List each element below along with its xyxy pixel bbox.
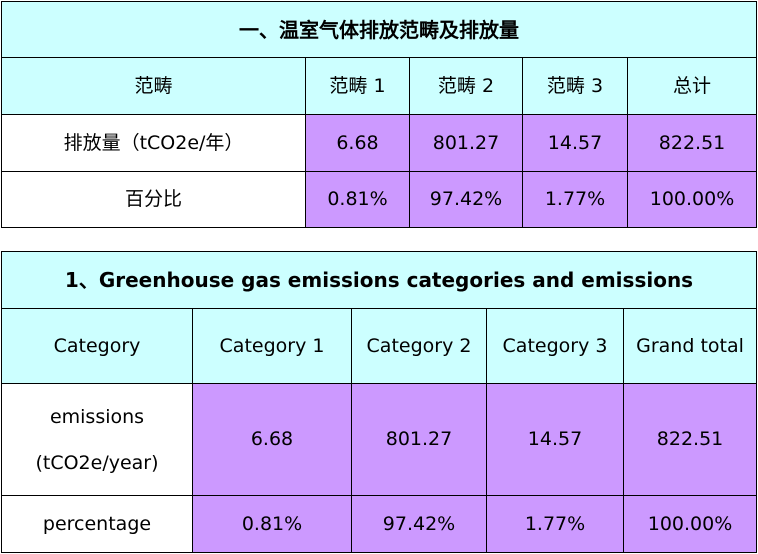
header-cell-category-2: Category 2 [351, 308, 487, 384]
table-title: 一、温室气体排放范畴及排放量 [0, 1, 758, 58]
header-cell-category-2: 范畴 2 [409, 57, 523, 115]
row-label-percentage: percentage [1, 495, 193, 553]
value-cell: 822.51 [626, 114, 758, 172]
row-label-emissions: 排放量（tCO2e/年） [1, 114, 306, 172]
value-cell: 0.81% [192, 495, 352, 553]
header-cell-total: Grand total [622, 308, 758, 384]
table-row: emissions (tCO2e/year) 6.68 801.27 14.57… [1, 383, 758, 496]
value-cell: 822.51 [622, 383, 758, 496]
value-cell: 1.77% [522, 171, 628, 228]
header-row: 范畴 范畴 1 范畴 2 范畴 3 总计 [1, 57, 758, 115]
header-cell-category-3: Category 3 [486, 308, 624, 384]
emissions-table-cn: 一、温室气体排放范畴及排放量 范畴 范畴 1 范畴 2 范畴 3 总计 排放量（… [0, 1, 758, 228]
header-cell-total: 总计 [626, 57, 758, 115]
value-cell: 801.27 [409, 114, 523, 172]
row-label-percentage: 百分比 [1, 171, 306, 228]
value-cell: 100.00% [626, 171, 758, 228]
row-label-line: (tCO2e/year) [35, 451, 159, 474]
table-row: 百分比 0.81% 97.42% 1.77% 100.00% [1, 171, 758, 228]
value-cell: 6.68 [192, 383, 352, 496]
value-cell: 6.68 [305, 114, 410, 172]
row-label-line: emissions [49, 405, 145, 428]
header-cell-category-3: 范畴 3 [522, 57, 628, 115]
header-row: Category Category 1 Category 2 Category … [1, 308, 758, 384]
row-label-emissions: emissions (tCO2e/year) [1, 383, 193, 496]
value-cell: 97.42% [351, 495, 487, 553]
value-cell: 97.42% [409, 171, 523, 228]
value-cell: 14.57 [522, 114, 628, 172]
value-cell: 801.27 [351, 383, 487, 496]
value-cell: 14.57 [486, 383, 624, 496]
header-cell-category: Category [1, 308, 193, 384]
header-cell-category: 范畴 [1, 57, 306, 115]
value-cell: 0.81% [305, 171, 410, 228]
value-cell: 100.00% [622, 495, 758, 553]
table-row: 排放量（tCO2e/年） 6.68 801.27 14.57 822.51 [1, 114, 758, 172]
table-title: 1、Greenhouse gas emissions categories an… [0, 251, 758, 309]
header-cell-category-1: 范畴 1 [305, 57, 410, 115]
header-cell-category-1: Category 1 [192, 308, 352, 384]
table-row: percentage 0.81% 97.42% 1.77% 100.00% [1, 495, 758, 553]
value-cell: 1.77% [486, 495, 624, 553]
emissions-table-en: 1、Greenhouse gas emissions categories an… [0, 251, 758, 553]
